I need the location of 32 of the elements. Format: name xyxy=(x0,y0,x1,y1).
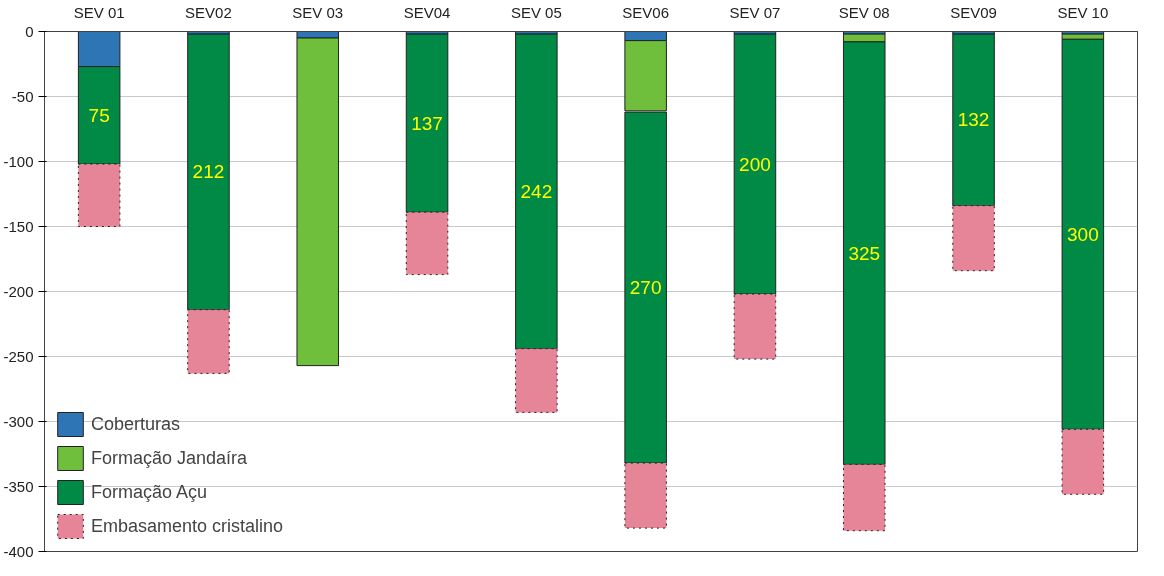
y-tick-label: -400 xyxy=(3,542,34,560)
data-label: 325 xyxy=(848,242,881,264)
x-tick-label: SEV02 xyxy=(185,3,232,21)
legend-label: Formação Açu xyxy=(91,481,208,503)
x-tick-label: SEV09 xyxy=(950,3,997,21)
data-label: 270 xyxy=(629,277,662,299)
legend-label: Embasamento cristalino xyxy=(91,515,284,537)
x-tick-label: SEV 01 xyxy=(73,3,125,21)
y-tick-label: -250 xyxy=(3,347,34,365)
data-label: 300 xyxy=(1067,223,1099,245)
y-tick-label: -300 xyxy=(3,412,34,430)
x-tick-label: SEV 03 xyxy=(292,3,344,21)
data-label: 242 xyxy=(520,180,553,202)
y-tick-label: -200 xyxy=(3,282,34,300)
x-tick-label: SEV 10 xyxy=(1057,3,1109,21)
y-tick-label: 0 xyxy=(25,22,34,40)
data-label: 200 xyxy=(739,153,771,175)
x-tick-label: SEV 05 xyxy=(510,3,562,21)
legend-label: Coberturas xyxy=(91,413,181,435)
legend-label: Formação Jandaíra xyxy=(91,447,248,469)
data-label: 75 xyxy=(88,104,110,126)
y-tick-label: -150 xyxy=(3,217,34,235)
y-tick-label: -100 xyxy=(3,152,34,170)
y-tick-label: -350 xyxy=(3,477,34,495)
x-tick-label: SEV04 xyxy=(403,3,451,21)
data-label: 137 xyxy=(411,112,443,134)
data-label: 212 xyxy=(192,161,225,183)
x-tick-label: SEV06 xyxy=(622,3,669,21)
x-tick-label: SEV 07 xyxy=(729,3,781,21)
y-tick-label: -50 xyxy=(11,87,34,105)
data-label: 132 xyxy=(957,109,990,131)
x-tick-label: SEV 08 xyxy=(838,3,890,21)
